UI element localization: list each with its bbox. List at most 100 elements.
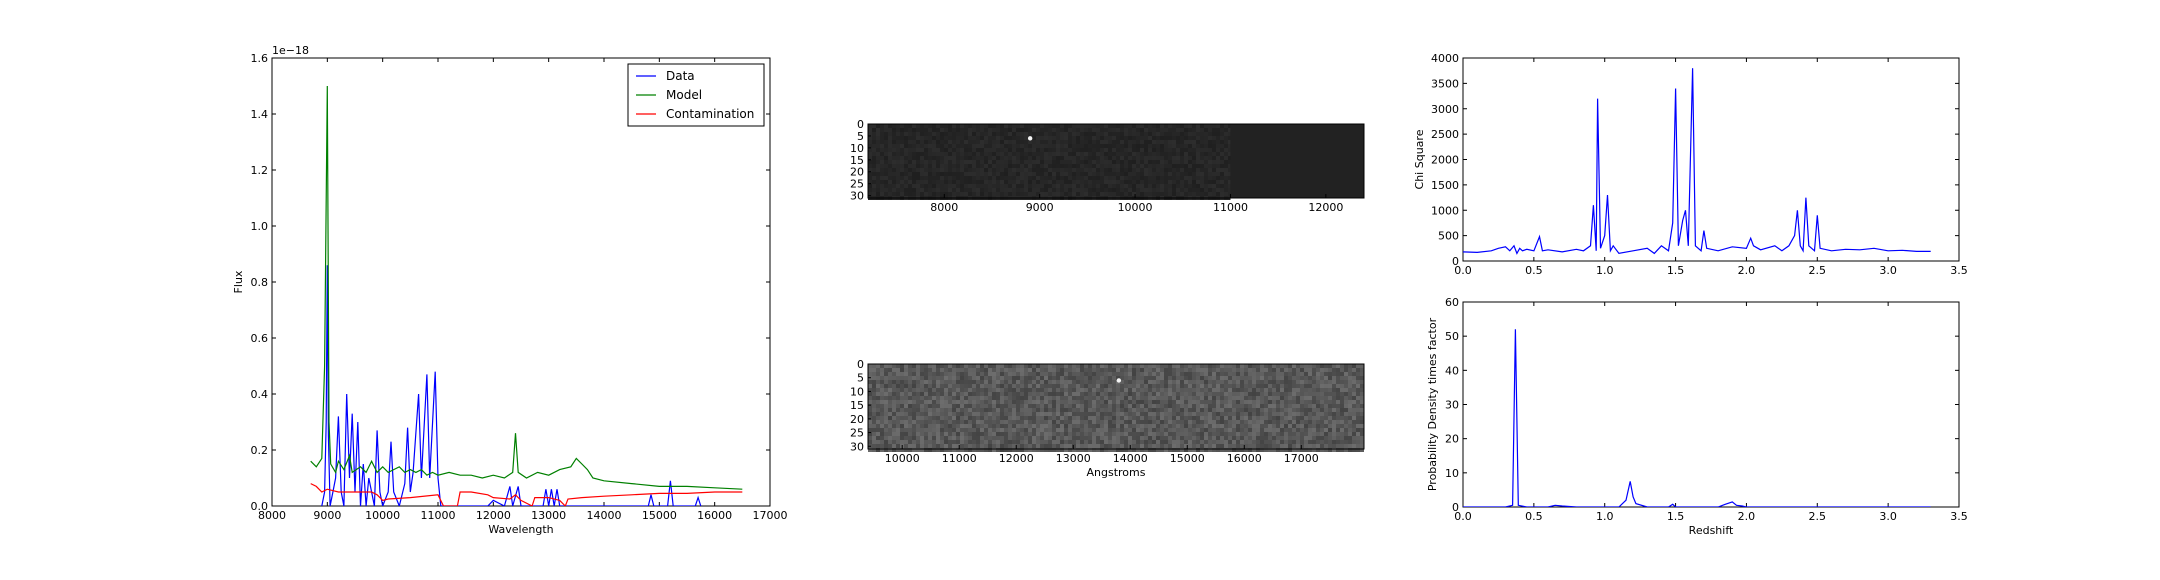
y-tick-label: 500 [1438, 230, 1459, 243]
spectrum-chart: 8000 9000 10000 11000 12000 13000 14000 15000 16… [232, 44, 788, 536]
x-tick-label: 14000 [587, 509, 622, 522]
plot-frame [1463, 302, 1959, 507]
y-tick-label: 2500 [1431, 128, 1459, 141]
x-tick-label: 2.5 [1809, 510, 1827, 523]
y-tick-label: 30 [850, 440, 864, 453]
y-tick-label: 20 [850, 413, 864, 426]
y-tick-label: 1000 [1431, 204, 1459, 217]
y-tick-label: 0 [1452, 255, 1459, 268]
y-tick-label: 20 [1445, 433, 1459, 446]
x-tick-label: 0.5 [1525, 510, 1543, 523]
series-line-data [322, 265, 701, 506]
x-tick-label: 3.0 [1879, 510, 1897, 523]
x-tick-label: 9000 [1026, 201, 1054, 214]
x-tick-label: 13000 [531, 509, 566, 522]
y-tick-label: 4000 [1431, 52, 1459, 65]
y-tick-label: 0.8 [251, 276, 269, 289]
y-axis-label: Flux [232, 270, 245, 293]
x-tick-label: 16000 [697, 509, 732, 522]
y-tick-label: 0.0 [251, 500, 269, 513]
plot-frame [1463, 58, 1959, 261]
x-tick-label: 17000 [753, 509, 788, 522]
y-tick-label: 1500 [1431, 179, 1459, 192]
x-tick-label: 1.5 [1667, 510, 1685, 523]
series-group [1463, 68, 1931, 253]
x-tick-label: 17000 [1284, 452, 1319, 465]
x-tick-label: 10000 [365, 509, 400, 522]
x-tick-label: 3.0 [1879, 264, 1897, 277]
y-tick-label: 0.2 [251, 444, 269, 457]
x-axis-label: Wavelength [488, 523, 553, 536]
x-tick-label: 12000 [999, 452, 1034, 465]
x-axis-label: Angstroms [1087, 466, 1146, 479]
y-tick-label: 10 [850, 385, 864, 398]
y-tick-label: 0.6 [251, 332, 269, 345]
x-tick-label: 9000 [313, 509, 341, 522]
x-tick-label: 12000 [476, 509, 511, 522]
probability-density-chart: 0.0 0.5 1.0 1.5 2.0 2.5 3.0 3.50102030405060Red… [1426, 296, 1968, 537]
y-tick-label: 0.4 [251, 388, 269, 401]
x-tick-label: 10000 [885, 452, 920, 465]
x-tick-label: 1.0 [1596, 510, 1614, 523]
x-tick-label: 14000 [1113, 452, 1148, 465]
x-tick-label: 0.5 [1525, 264, 1543, 277]
bright-spot [1117, 378, 1121, 382]
legend: Data Model Contamination [628, 64, 764, 126]
x-tick-label: 16000 [1227, 452, 1262, 465]
y-tick-label: 3500 [1431, 77, 1459, 90]
x-tick-label: 11000 [942, 452, 977, 465]
legend-label-contamination: Contamination [666, 107, 754, 121]
x-tick-label: 15000 [642, 509, 677, 522]
x-tick-label: 1.5 [1667, 264, 1685, 277]
x-axis-label: Redshift [1689, 524, 1734, 537]
image-pixels [868, 364, 1364, 452]
y-tick-label: 25 [850, 427, 864, 440]
y-tick-label: 1.2 [251, 164, 269, 177]
y-tick-label: 3000 [1431, 103, 1459, 116]
y-tick-label: 1.0 [251, 220, 269, 233]
x-tick-label: 3.5 [1950, 264, 1968, 277]
2d-data-image-panel: 10000 11000 12000 13000 14000 15000 16000 17000… [850, 358, 1364, 479]
x-tick-label: 1.0 [1596, 264, 1614, 277]
y-offset-label: 1e−18 [272, 44, 309, 57]
y-axis-label: Probability Density times factor [1426, 317, 1439, 491]
chi-square-chart: 0.0 0.5 1.0 1.5 2.0 2.5 3.0 3.5 0 500 1000 1500 2000… [1413, 52, 1968, 277]
x-tick-label: 10000 [1118, 201, 1153, 214]
x-tick-label: 2.0 [1738, 264, 1756, 277]
y-tick-label: 50 [1445, 330, 1459, 343]
y-tick-label: 1.6 [251, 52, 269, 65]
x-tick-label: 11000 [421, 509, 456, 522]
series-line-main [1463, 68, 1931, 253]
x-tick-label: 13000 [1056, 452, 1091, 465]
y-axis-label: Chi Square [1413, 129, 1426, 189]
y-tick-label: 0 [857, 358, 864, 371]
y-tick-label: 5 [857, 372, 864, 385]
x-tick-label: 15000 [1170, 452, 1205, 465]
x-tick-label: 3.5 [1950, 510, 1968, 523]
x-tick-label: 2.5 [1809, 264, 1827, 277]
image-pixels [868, 124, 1230, 200]
series-line-model [311, 86, 743, 489]
y-tick-label: 30 [1445, 399, 1459, 412]
x-tick-label: 12000 [1308, 201, 1343, 214]
x-tick-label: 11000 [1213, 201, 1248, 214]
bright-spot [1028, 136, 1032, 140]
series-line-main [1463, 329, 1931, 507]
legend-label-data: Data [666, 69, 695, 83]
y-tick-label: 10 [1445, 467, 1459, 480]
series-group [311, 86, 743, 506]
y-tick-label: 1.4 [251, 108, 269, 121]
y-tick-label: 2000 [1431, 154, 1459, 167]
x-tick-label: 2.0 [1738, 510, 1756, 523]
y-tick-label: 60 [1445, 296, 1459, 309]
x-tick-label: 8000 [930, 201, 958, 214]
y-tick-label: 15 [850, 399, 864, 412]
y-tick-label: 0 [1452, 501, 1459, 514]
y-tick-label: 40 [1445, 364, 1459, 377]
legend-label-model: Model [666, 88, 702, 102]
y-tick-label: 30 [850, 190, 864, 203]
series-group [1463, 329, 1931, 507]
